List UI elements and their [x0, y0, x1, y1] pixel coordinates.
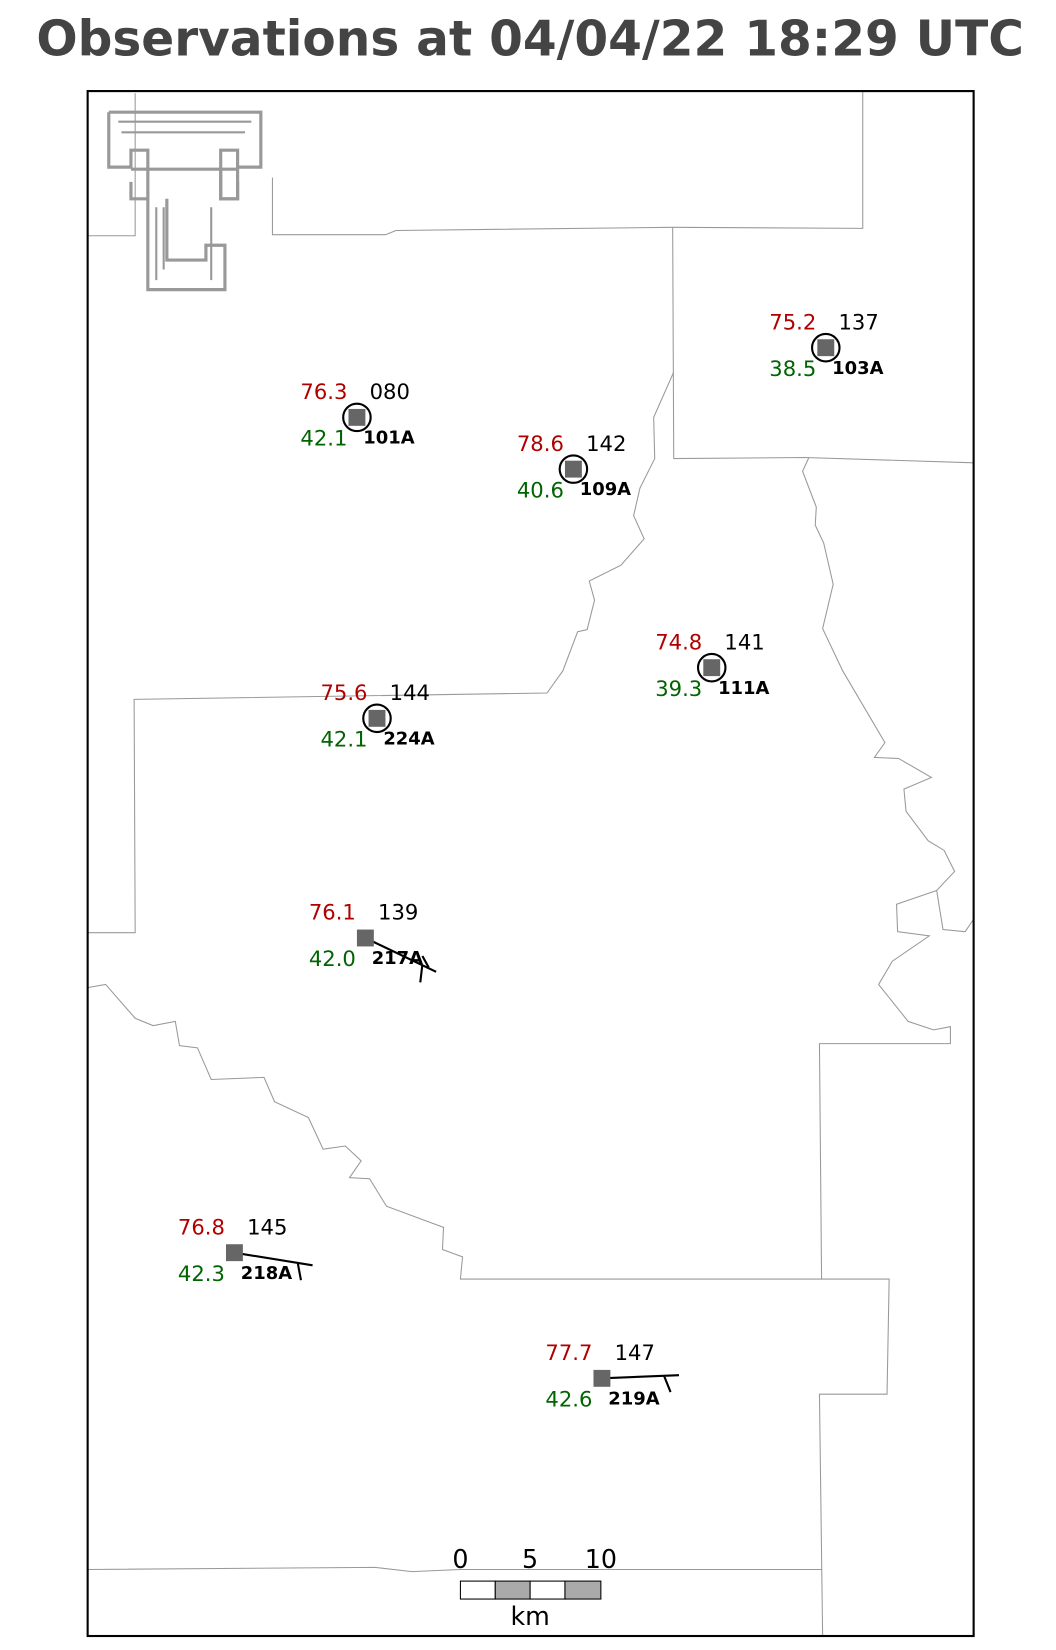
- station-marker: [225, 1244, 243, 1262]
- temperature: 74.8: [655, 629, 702, 654]
- map-frame: [86, 90, 975, 1638]
- dewpoint: 42.0: [309, 946, 356, 971]
- calm-circle: [558, 454, 589, 484]
- station-id: 217A: [372, 948, 423, 969]
- calm-circle: [342, 402, 372, 433]
- station-id: 111A: [718, 678, 769, 699]
- dewpoint: 42.3: [178, 1261, 225, 1286]
- dewpoint: 42.1: [300, 426, 347, 451]
- pressure: 147: [615, 1340, 655, 1365]
- station-id: 218A: [241, 1263, 292, 1284]
- station-marker: [368, 709, 386, 727]
- station-marker: [564, 460, 582, 478]
- calm-circle: [696, 652, 727, 683]
- logo: [107, 110, 263, 292]
- station-marker: [703, 659, 721, 677]
- county-lines: [87, 91, 975, 1637]
- title: Observations at 04/04/22 18:29 UTC: [36, 12, 1024, 68]
- dewpoint: 42.1: [320, 727, 367, 752]
- scale-unit: km: [510, 1601, 549, 1631]
- pressure: 142: [586, 431, 626, 456]
- dewpoint: 39.3: [655, 676, 702, 701]
- temperature: 78.6: [517, 431, 564, 456]
- pressure: 145: [247, 1214, 287, 1239]
- temperature: 76.3: [300, 379, 347, 404]
- scale-bar: 0 5 10 km: [452, 1544, 617, 1631]
- station-id: 103A: [832, 358, 883, 379]
- temperature: 75.2: [769, 309, 816, 334]
- temperature: 75.6: [320, 680, 367, 705]
- pressure: 137: [838, 309, 878, 334]
- stations: 76.3 080 42.1 101A 78.6 142 40.6 109A 75.2 137 38.…: [178, 309, 884, 1411]
- station-marker: [817, 339, 835, 357]
- calm-circle: [811, 332, 841, 363]
- wind-barb: [364, 937, 437, 983]
- wind-barb: [601, 1374, 680, 1393]
- pressure: 141: [724, 629, 764, 654]
- temperature: 76.1: [309, 900, 356, 925]
- pressure: 144: [390, 680, 430, 705]
- station-marker: [348, 408, 366, 426]
- dewpoint: 42.6: [545, 1387, 592, 1412]
- scale-tick-label: 0: [452, 1544, 468, 1574]
- station-id: 219A: [608, 1388, 659, 1409]
- wind-barb: [234, 1251, 313, 1281]
- pressure: 139: [378, 900, 418, 925]
- dewpoint: 40.6: [517, 477, 564, 502]
- station-marker: [593, 1369, 611, 1387]
- temperature: 77.7: [545, 1340, 592, 1365]
- station-id: 109A: [580, 479, 631, 500]
- calm-circle: [362, 703, 392, 734]
- dewpoint: 38.5: [769, 356, 816, 381]
- scale-tick-label: 10: [585, 1544, 617, 1574]
- temperature: 76.8: [178, 1214, 225, 1239]
- station-id: 224A: [383, 728, 434, 749]
- scale-tick-label: 5: [522, 1544, 538, 1574]
- station-marker: [356, 929, 374, 947]
- pressure: 080: [370, 379, 410, 404]
- station-id: 101A: [363, 428, 414, 449]
